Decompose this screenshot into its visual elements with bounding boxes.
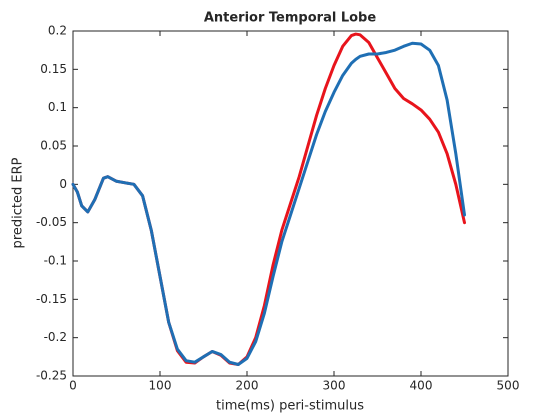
y-tick-label: 0.2 (48, 24, 67, 38)
y-tick-label: -0.15 (36, 292, 67, 306)
y-tick-label: -0.1 (44, 254, 67, 268)
y-tick-label: 0 (59, 177, 67, 191)
x-tick-label: 0 (69, 379, 77, 393)
y-tick-label: 0.1 (48, 100, 67, 114)
x-tick-label: 500 (497, 379, 520, 393)
y-tick-label: -0.05 (36, 215, 67, 229)
x-tick-label: 300 (323, 379, 346, 393)
x-tick-label: 100 (149, 379, 172, 393)
y-tick-label: 0.05 (40, 139, 67, 153)
x-tick-label: 200 (236, 379, 259, 393)
y-tick-label: -0.2 (44, 330, 67, 344)
y-axis-label: predicted ERP (11, 157, 26, 248)
line-series (71, 41, 466, 366)
x-axis-label: time(ms) peri-stimulus (216, 399, 364, 414)
y-tick-label: -0.25 (36, 369, 67, 383)
y-tick-label: 0.15 (40, 62, 67, 76)
chart-title: Anterior Temporal Lobe (204, 11, 377, 26)
axes-box (72, 30, 509, 377)
x-tick-label: 400 (410, 379, 433, 393)
